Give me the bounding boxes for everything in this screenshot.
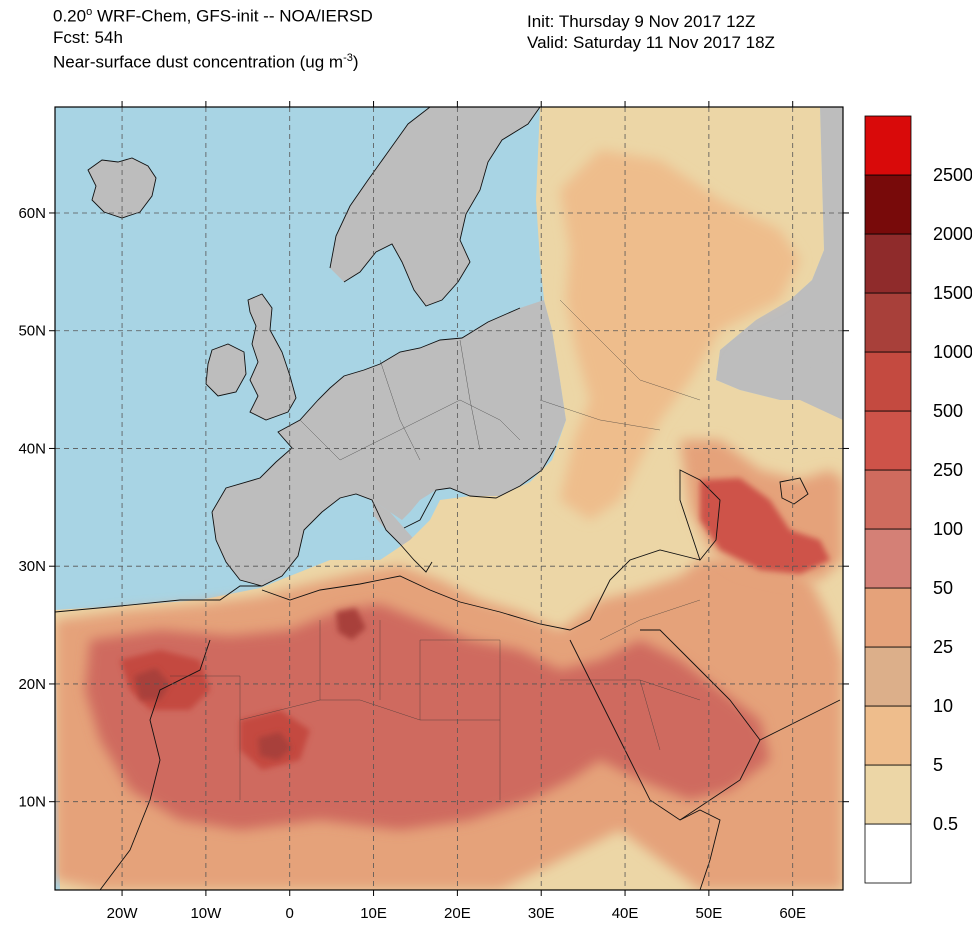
land-europe	[212, 300, 566, 586]
graticule	[55, 107, 843, 890]
lon-tick-label: 0	[286, 905, 294, 922]
colorbar-label: 1500	[933, 283, 972, 303]
lon-tick-label: 60E	[779, 905, 806, 922]
colorbar: 0.5 5 10 25 50 100 250 500 1000 1500 2000 2500	[864, 115, 972, 884]
longitude-axis: 20W 10W 0 10E 20E 30E 40E 50E 60E	[107, 101, 806, 922]
colorbar-label: 500	[933, 401, 963, 421]
colorbar-label: 10	[933, 696, 953, 716]
land-ireland	[206, 344, 246, 396]
field-title: Near-surface dust concentration (ug m-3)	[53, 51, 359, 72]
colorbar-label: 2500	[933, 165, 972, 185]
colorbar-swatch	[864, 587, 912, 648]
forecast-hour: Fcst: 54h	[53, 27, 123, 47]
dust-layer-100	[85, 604, 770, 830]
dust-layer-1000-mali	[258, 732, 292, 760]
map-area	[55, 107, 843, 890]
colorbar-label: 100	[933, 519, 963, 539]
colorbar-label: 2000	[933, 224, 972, 244]
colorbar-swatch	[864, 174, 912, 235]
country-borders	[170, 299, 701, 800]
colorbar-swatch	[864, 764, 912, 825]
latitude-axis: 60N 50N 40N 30N 20N 10N	[18, 205, 849, 811]
colorbar-label: 5	[933, 755, 943, 775]
dust-layer-1000-algeria	[336, 608, 366, 640]
init-time: Init: Thursday 9 Nov 2017 12Z	[527, 12, 756, 31]
model-title: 0.20o WRF-Chem, GFS-init -- NOA/IERSD	[53, 6, 373, 26]
lat-tick-label: 50N	[18, 323, 46, 340]
lon-tick-label: 10W	[190, 905, 222, 922]
lat-tick-label: 20N	[18, 676, 46, 693]
lon-tick-label: 40E	[612, 905, 639, 922]
dust-layer-5	[560, 150, 800, 520]
lat-tick-label: 60N	[18, 205, 46, 222]
dust-concentration	[55, 107, 843, 890]
colorbar-label: 250	[933, 460, 963, 480]
lon-tick-label: 20W	[107, 905, 139, 922]
colorbar-swatch	[864, 410, 912, 471]
dust-layer-1000	[134, 668, 170, 700]
colorbar-swatch	[864, 823, 912, 884]
colorbar-label: 0.5	[933, 814, 958, 834]
lon-tick-label: 30E	[528, 905, 555, 922]
header-right: Init: Thursday 9 Nov 2017 12Z Valid: Sat…	[527, 11, 775, 53]
lon-tick-label: 50E	[696, 905, 723, 922]
colorbar-swatch	[864, 528, 912, 589]
colorbar-swatch	[864, 351, 912, 412]
map-frame	[54, 106, 844, 891]
colorbar-swatch	[864, 115, 912, 176]
colorbar-swatch	[864, 705, 912, 766]
dust-layer-500-caspian	[700, 478, 830, 574]
land-scandinavia	[330, 107, 540, 306]
lon-tick-label: 10E	[360, 905, 387, 922]
colorbar-label: 1000	[933, 342, 972, 362]
lat-tick-label: 30N	[18, 558, 46, 575]
colorbar-swatch	[864, 233, 912, 294]
land-russia-ne	[716, 107, 843, 420]
colorbar-swatch	[864, 292, 912, 353]
lat-tick-label: 10N	[18, 794, 46, 811]
colorbar-swatch	[864, 469, 912, 530]
valid-time: Valid: Saturday 11 Nov 2017 18Z	[527, 33, 775, 52]
land-great-britain	[248, 294, 296, 420]
colorbar-label: 50	[933, 578, 953, 598]
lon-tick-label: 20E	[444, 905, 471, 922]
colorbar-label: 25	[933, 637, 953, 657]
header-left: 0.20o WRF-Chem, GFS-init -- NOA/IERSD Fc…	[53, 2, 373, 72]
coastlines	[55, 107, 841, 890]
lat-tick-label: 40N	[18, 440, 46, 457]
colorbar-swatch	[864, 646, 912, 707]
